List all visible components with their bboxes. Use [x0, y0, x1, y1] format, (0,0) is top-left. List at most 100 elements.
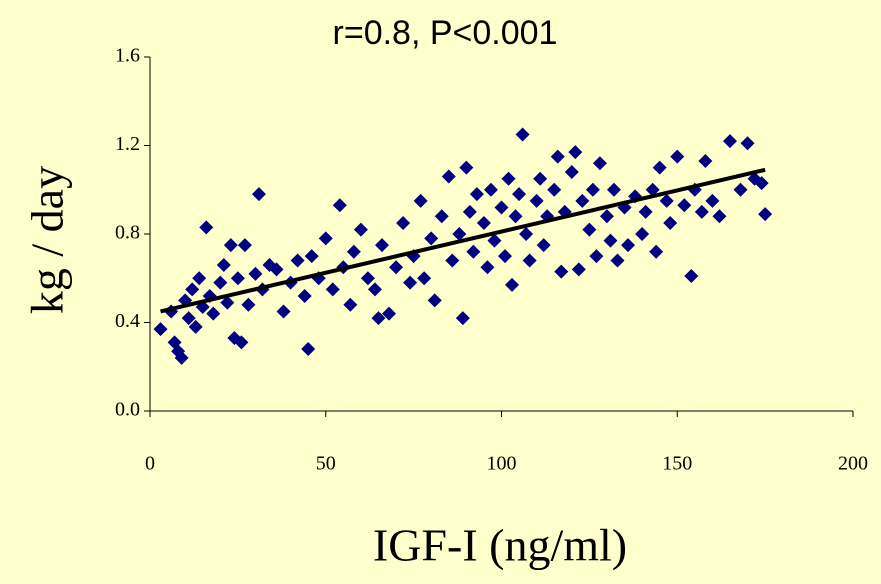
point — [237, 238, 252, 253]
point — [325, 282, 340, 297]
y-tick-label: 0.8 — [115, 222, 140, 244]
point — [459, 160, 474, 175]
point — [389, 260, 404, 275]
y-axis-label: kg / day — [22, 166, 73, 314]
point — [185, 282, 200, 297]
point — [670, 149, 685, 164]
point — [304, 249, 319, 264]
point — [188, 319, 203, 334]
point — [508, 209, 523, 224]
point — [483, 182, 498, 197]
x-axis-label: IGF-I (ng/ml) — [373, 520, 627, 571]
point — [649, 244, 664, 259]
point — [494, 200, 509, 215]
point — [663, 215, 678, 230]
point — [533, 171, 548, 186]
point — [192, 271, 207, 286]
point — [360, 271, 375, 286]
point — [571, 262, 586, 277]
point — [230, 271, 245, 286]
point — [367, 282, 382, 297]
point — [575, 193, 590, 208]
point — [216, 257, 231, 272]
point — [223, 238, 238, 253]
point — [251, 187, 266, 202]
x-tick-label: 200 — [838, 453, 868, 475]
point — [554, 264, 569, 279]
point — [512, 187, 527, 202]
point — [469, 187, 484, 202]
x-tick-label: 50 — [316, 453, 336, 475]
point — [181, 311, 196, 326]
point — [515, 127, 530, 142]
point — [592, 156, 607, 171]
point — [427, 293, 442, 308]
point — [153, 322, 168, 337]
point — [659, 193, 674, 208]
point — [374, 238, 389, 253]
point — [529, 193, 544, 208]
y-tick-label: 1.6 — [115, 45, 140, 67]
point — [332, 198, 347, 213]
point — [694, 204, 709, 219]
x-tick-label: 150 — [662, 453, 692, 475]
point — [343, 297, 358, 312]
point — [445, 253, 460, 268]
point — [638, 204, 653, 219]
point — [213, 275, 228, 290]
point — [452, 227, 467, 241]
point — [621, 238, 636, 253]
point — [585, 182, 600, 197]
point — [645, 182, 660, 197]
point — [371, 311, 386, 326]
point — [582, 222, 597, 237]
point — [599, 209, 614, 224]
point — [677, 198, 692, 213]
point — [174, 350, 189, 365]
point — [382, 306, 397, 321]
point — [501, 171, 516, 186]
point — [498, 249, 513, 264]
point — [522, 253, 537, 268]
point — [248, 266, 263, 281]
trend-line — [160, 167, 766, 314]
point — [396, 215, 411, 230]
point — [705, 193, 720, 208]
point — [550, 149, 565, 164]
point — [434, 209, 449, 224]
point — [466, 244, 481, 259]
point — [740, 136, 755, 151]
point — [652, 160, 667, 175]
point — [589, 249, 604, 264]
point — [603, 233, 618, 248]
point — [455, 311, 470, 326]
chart-title: r=0.8, P<0.001 — [333, 14, 558, 52]
point — [301, 342, 316, 357]
point — [698, 153, 713, 168]
point — [733, 182, 748, 197]
point — [712, 209, 727, 224]
point — [480, 260, 495, 275]
point — [754, 176, 769, 191]
point — [722, 134, 737, 149]
point — [346, 244, 361, 259]
point — [684, 269, 699, 284]
point — [241, 297, 256, 312]
point — [564, 165, 579, 180]
y-tick-label: 0.0 — [115, 399, 140, 421]
point — [547, 182, 562, 197]
point — [413, 193, 428, 208]
point — [234, 335, 249, 350]
point — [290, 253, 305, 268]
point — [462, 204, 477, 219]
point — [519, 227, 534, 241]
plot-area: 0.0 0.4 0.8 1.2 1.6 0 50 100 150 200 — [115, 45, 868, 475]
x-tick-label: 0 — [145, 453, 155, 475]
point — [353, 222, 368, 237]
point — [505, 277, 520, 292]
point — [417, 271, 432, 286]
point — [441, 169, 456, 184]
point — [318, 231, 333, 246]
